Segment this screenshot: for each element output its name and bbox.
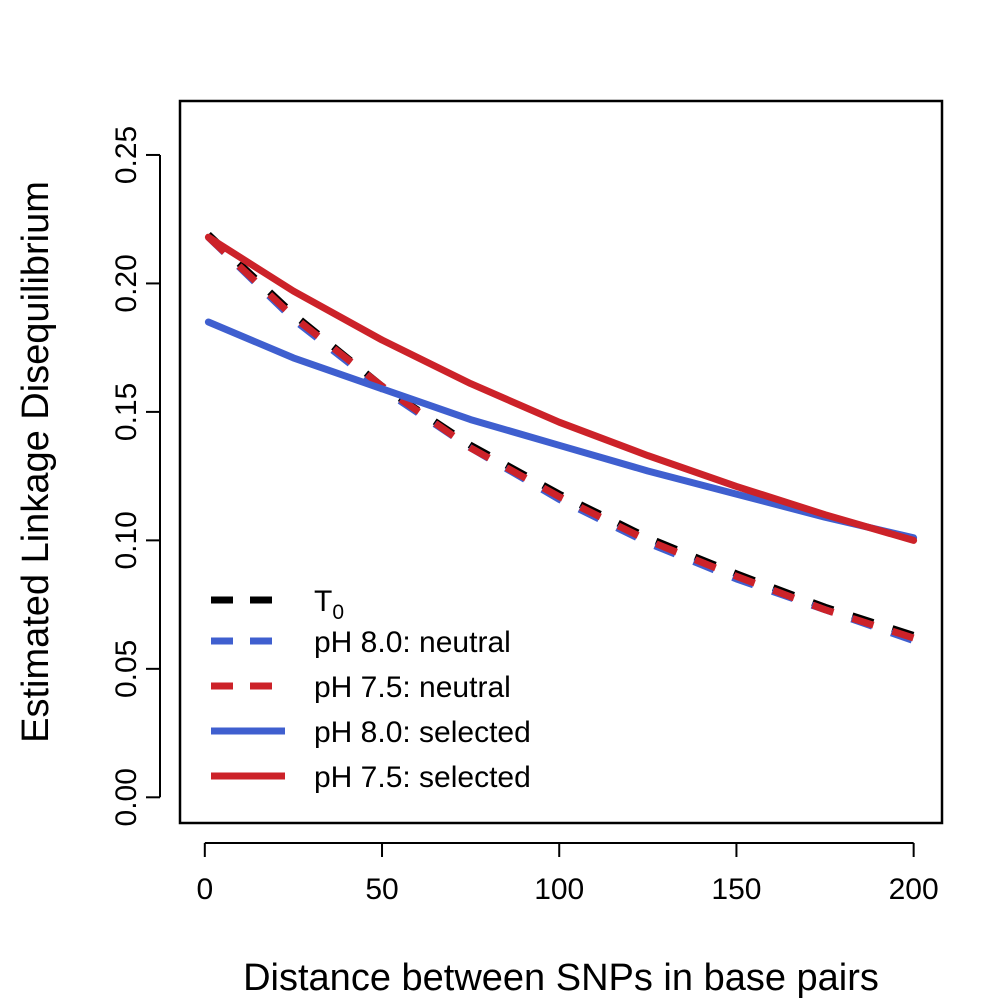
legend-label-subscript: 0: [332, 601, 344, 624]
y-tick-label: 0.00: [110, 768, 143, 826]
x-tick-label: 50: [365, 873, 398, 906]
axes: 0 50 100 150 200 0.00 0.05 0.10 0.15 0.20 0.25: [110, 126, 939, 906]
series-line-2: [206, 234, 915, 642]
y-tick-label: 0.15: [110, 383, 143, 441]
x-tick-label: 100: [534, 873, 584, 906]
x-axis-title: Distance between SNPs in base pairs: [243, 957, 879, 999]
series-lines: [204, 232, 918, 644]
legend-label-4: pH 7.5: selected: [314, 761, 531, 794]
legend-label-1: pH 8.0: neutral: [314, 626, 511, 659]
plot-frame: [178, 99, 944, 825]
y-axis-title: Estimated Linkage Disequilibrium: [15, 181, 57, 743]
series-line-1: [205, 234, 915, 644]
y-tick-label: 0.10: [110, 511, 143, 569]
series-line-4: [204, 233, 918, 544]
x-tick-label: 0: [196, 873, 213, 906]
series-line-3: [204, 318, 918, 542]
x-tick-label: 150: [711, 873, 761, 906]
legend-label-0: T0: [314, 585, 344, 624]
y-tick-label: 0.20: [110, 254, 143, 312]
y-tick-label: 0.25: [110, 126, 143, 184]
legend-label-2: pH 7.5: neutral: [314, 671, 511, 704]
legend-label-3: pH 8.0: selected: [314, 716, 531, 749]
y-tick-label: 0.05: [110, 640, 143, 698]
x-tick-label: 200: [889, 873, 939, 906]
series-line-0: [206, 232, 915, 639]
